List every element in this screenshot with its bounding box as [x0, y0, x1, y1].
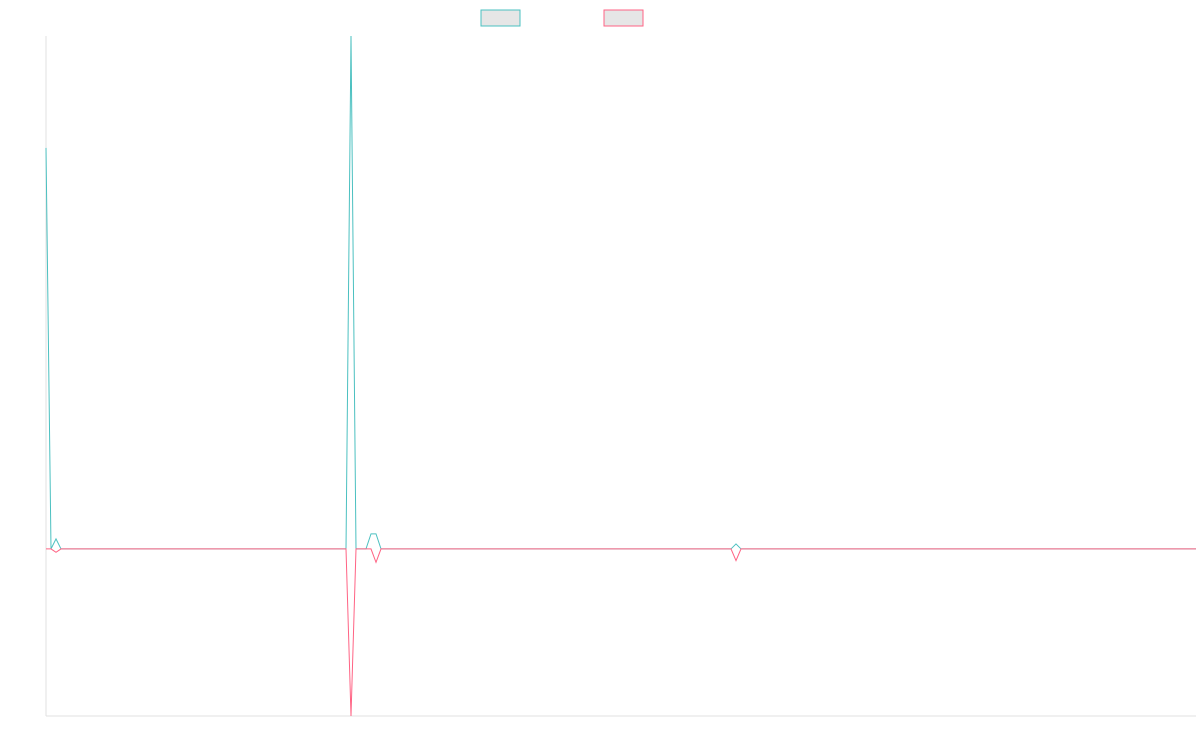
series-line	[46, 548, 1196, 717]
legend-swatch[interactable]	[603, 9, 644, 27]
series-line	[45, 35, 1196, 550]
legend-swatch[interactable]	[480, 9, 521, 27]
